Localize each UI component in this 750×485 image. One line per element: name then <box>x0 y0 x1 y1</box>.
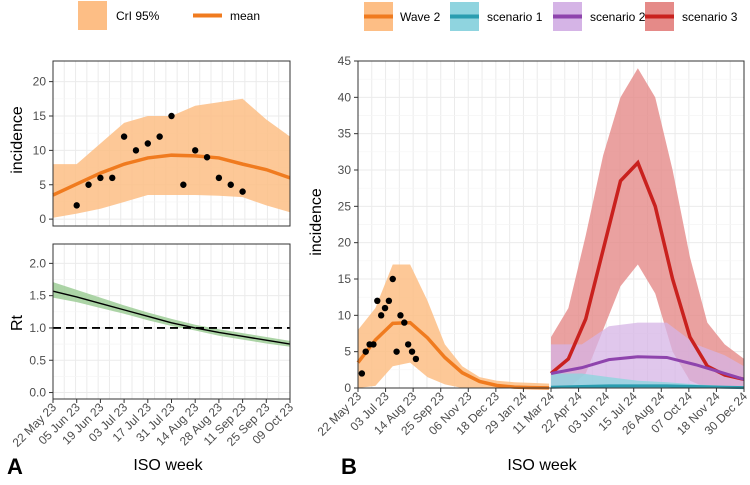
rt-line <box>52 290 291 345</box>
observed-point <box>73 202 80 209</box>
axis-title-b-x: ISO week <box>507 457 577 474</box>
scenario1-band <box>551 373 744 388</box>
observed-point <box>168 112 175 120</box>
legend-label-scenario2: scenario 2 <box>590 10 646 24</box>
observed-point <box>109 174 116 182</box>
scenario2-line <box>550 355 745 381</box>
axis-title-b-y: incidence <box>308 188 325 256</box>
observed-point <box>385 297 393 304</box>
b-ytick-label: 35 <box>338 127 352 141</box>
axis-title-a-bottom-y: Rt <box>9 314 26 331</box>
observed-point <box>358 370 366 377</box>
b-ytick-label: 10 <box>338 308 352 322</box>
a-bottom-ytick-label: 1.0 <box>29 321 46 335</box>
a-bottom-ytick-label: 0.0 <box>29 386 46 400</box>
observed-point <box>401 319 408 326</box>
observed-point <box>377 312 385 319</box>
observed-point <box>397 312 404 319</box>
a-bottom-ytick-label: 2.0 <box>29 256 46 270</box>
observed-point <box>389 275 396 283</box>
legend-right: Wave 2 scenario 1 scenario 2 scenario 3 <box>364 2 738 31</box>
a-top-ytick-label: 20 <box>33 75 47 89</box>
mean-line <box>52 153 291 197</box>
a-bottom-ytick-label: 0.5 <box>29 353 46 367</box>
observed-point <box>156 133 163 140</box>
observed-point <box>362 348 369 355</box>
observed-point <box>393 348 400 355</box>
b-ytick-label: 5 <box>344 345 351 359</box>
b-ytick-label: 25 <box>338 199 352 213</box>
legend-label-mean: mean <box>230 9 260 23</box>
b-ytick-label: 15 <box>338 272 352 286</box>
observed-point <box>180 181 187 188</box>
observed-point <box>215 174 223 182</box>
a-top-border <box>52 60 291 227</box>
axis-title-a-x: ISO week <box>133 457 203 474</box>
scenario1-line <box>550 384 745 390</box>
legend-label-scenario1: scenario 1 <box>487 10 543 24</box>
a-top-ytick-label: 5 <box>39 178 46 192</box>
a-top-ytick-label: 0 <box>39 212 46 226</box>
panel-letter-a: A <box>7 454 23 479</box>
b-ytick-label: 45 <box>338 54 352 68</box>
observed-point <box>85 181 92 188</box>
b-ytick-label: 0 <box>344 381 351 395</box>
observed-point <box>132 147 140 154</box>
b-ytick-label: 20 <box>338 236 352 250</box>
a-top-ytick-label: 10 <box>33 143 47 157</box>
b-ytick-label: 40 <box>338 90 352 104</box>
observed-point <box>239 188 246 195</box>
a-top-ytick-label: 15 <box>33 109 47 123</box>
observed-point <box>370 341 377 348</box>
wave2-band <box>358 264 550 388</box>
observed-point <box>412 355 420 363</box>
observed-point <box>97 174 104 182</box>
observed-point <box>144 140 151 147</box>
observed-point <box>408 348 416 355</box>
observed-point <box>120 133 128 140</box>
legend-swatch-cri <box>78 1 107 30</box>
panel-letter-b: B <box>341 454 357 479</box>
observed-point <box>227 181 234 188</box>
legend-label-wave2: Wave 2 <box>400 10 441 24</box>
legend-label-scenario3: scenario 3 <box>682 10 738 24</box>
legend-label-cri: CrI 95% <box>116 9 160 23</box>
b-ytick-label: 30 <box>338 163 352 177</box>
wave2-line <box>356 320 550 390</box>
axis-title-a-top-y: incidence <box>9 106 26 174</box>
scenario3-band <box>551 68 744 389</box>
observed-point <box>381 304 389 312</box>
observed-point <box>374 297 381 304</box>
a-bottom-ytick-label: 1.5 <box>29 289 46 303</box>
cri-band <box>53 98 290 218</box>
observed-point <box>203 154 211 161</box>
panel-a-top: 0 5 10 15 20 <box>33 60 291 227</box>
legend-left: CrI 95% mean <box>78 1 260 30</box>
scenario2-band <box>551 322 744 388</box>
observed-point <box>404 341 412 348</box>
observed-point <box>192 147 199 154</box>
